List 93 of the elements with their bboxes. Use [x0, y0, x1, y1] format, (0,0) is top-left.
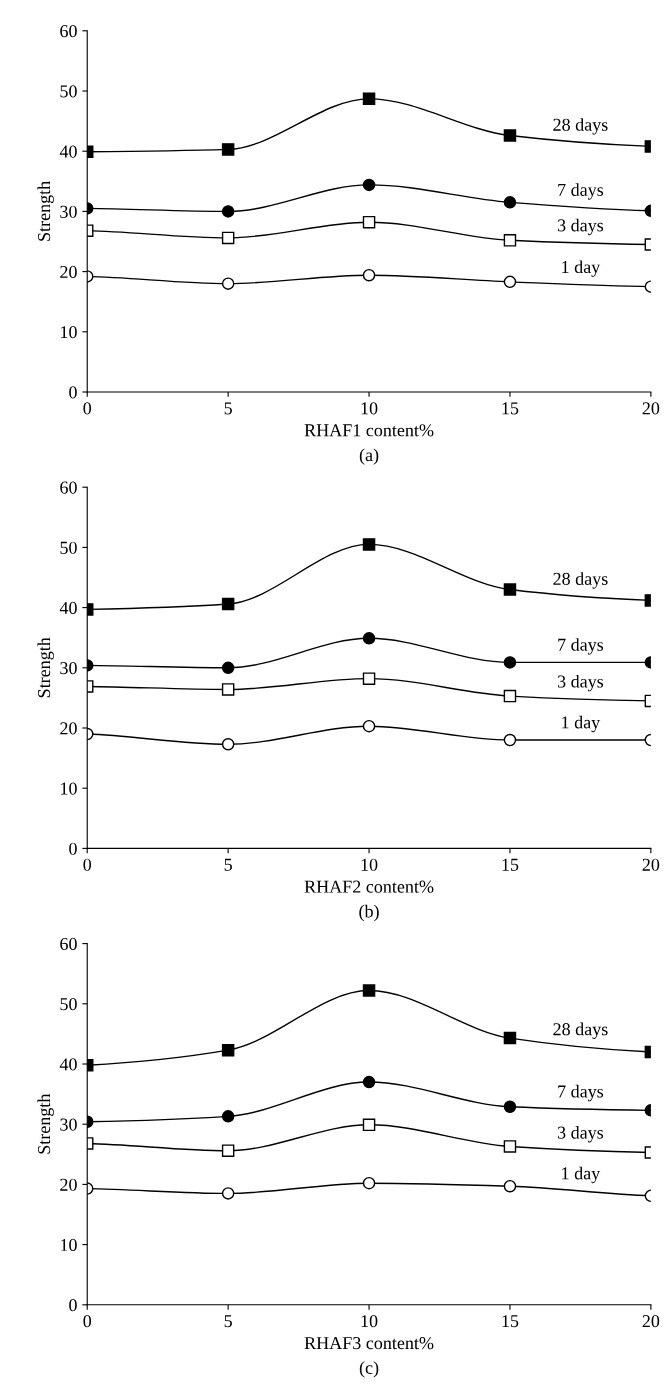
x-tick-label: 5 [224, 402, 232, 415]
x-tick-label: 10 [361, 1315, 378, 1328]
series-label: 28 days [553, 572, 608, 589]
point [221, 1187, 235, 1200]
x-tick-label: 0 [83, 1315, 92, 1328]
text: (c) [359, 1361, 379, 1378]
x-tick-label: 20 [642, 1315, 660, 1328]
x-axis-title: RHAF3 content% [304, 1336, 434, 1350]
y-tick-label: 0 [69, 842, 77, 855]
x-tick-label: 15 [502, 1315, 519, 1328]
y-tick-label: 40 [59, 1058, 77, 1071]
y-tick-label: 10 [61, 1238, 77, 1252]
series-label: 1 day [562, 260, 601, 277]
series-label: 1 day [562, 715, 601, 733]
y-tick-label: 60 [60, 25, 77, 38]
x-axis-title: RHAF2 content% [304, 880, 434, 893]
point [503, 275, 517, 289]
point [503, 1140, 517, 1153]
text: (a) [359, 448, 379, 465]
point [362, 268, 376, 282]
series-label: 3 days [557, 674, 604, 692]
point [362, 178, 376, 192]
point [221, 661, 235, 675]
x-tick-label: 0 [83, 402, 92, 415]
series-label: 3 days [557, 218, 604, 236]
x-tick-label: 15 [502, 402, 519, 415]
series-label: 7 days [558, 638, 604, 655]
point [503, 689, 517, 703]
y-tick-label: 20 [60, 265, 77, 279]
y-tick-label: 10 [61, 326, 77, 339]
point [362, 1118, 376, 1132]
point [362, 1176, 376, 1190]
series-label: 28 days [553, 118, 608, 135]
y-tick-label: 20 [60, 1178, 77, 1191]
point [503, 733, 517, 747]
x-tick-label: 15 [502, 858, 519, 871]
point [503, 656, 517, 669]
series-label: 1 day [562, 1166, 601, 1184]
point [221, 205, 235, 218]
y-tick-label: 60 [60, 481, 77, 494]
y-tick-label: 30 [60, 662, 77, 675]
point [503, 1179, 517, 1193]
point [221, 143, 235, 156]
point [221, 277, 235, 290]
point [221, 1110, 235, 1123]
y-tick-label: 10 [61, 782, 77, 795]
y-tick-label: 50 [60, 85, 77, 98]
series-label: 7 days [558, 1084, 604, 1102]
point [503, 1100, 517, 1113]
y-tick-label: 20 [60, 722, 77, 735]
point [362, 1075, 376, 1089]
point [221, 1043, 235, 1057]
y-tick-label: 40 [59, 145, 77, 158]
series-label: 28 days [553, 1022, 608, 1040]
y-tick-label: 60 [60, 937, 77, 951]
point [362, 672, 376, 685]
y-tick-label: 0 [69, 1299, 77, 1312]
y-tick-label: 40 [59, 601, 77, 615]
x-axis-title: RHAF1 content% [304, 424, 434, 437]
y-tick-label: 50 [60, 998, 77, 1011]
point [362, 632, 376, 645]
x-tick-label: 10 [361, 858, 378, 871]
point [503, 129, 517, 142]
y-axis-title: Strength [37, 1093, 54, 1154]
point [503, 234, 517, 247]
y-axis-title: Strength [37, 637, 54, 698]
point [221, 231, 235, 245]
point [221, 738, 235, 751]
point [362, 984, 376, 997]
y-tick-label: 30 [60, 1118, 77, 1131]
point [221, 683, 235, 696]
series-label: 3 days [557, 1126, 604, 1143]
y-tick-label: 30 [60, 205, 77, 218]
point [503, 196, 517, 209]
x-tick-label: 5 [224, 1315, 232, 1328]
point [221, 1144, 235, 1157]
x-tick-label: 20 [642, 402, 660, 415]
point [362, 215, 376, 229]
y-axis-title: Strength [37, 181, 54, 241]
x-tick-label: 5 [224, 858, 232, 871]
x-tick-label: 10 [361, 402, 378, 415]
point [362, 92, 376, 106]
point [362, 719, 376, 733]
series-label: 7 days [558, 183, 604, 200]
x-tick-label: 0 [83, 858, 92, 871]
point [362, 538, 376, 551]
point [503, 1031, 517, 1045]
point [503, 583, 517, 596]
y-tick-label: 50 [60, 541, 77, 554]
text: (b) [359, 904, 379, 922]
x-tick-label: 20 [642, 858, 660, 871]
point [221, 597, 235, 611]
y-tick-label: 0 [69, 386, 77, 399]
